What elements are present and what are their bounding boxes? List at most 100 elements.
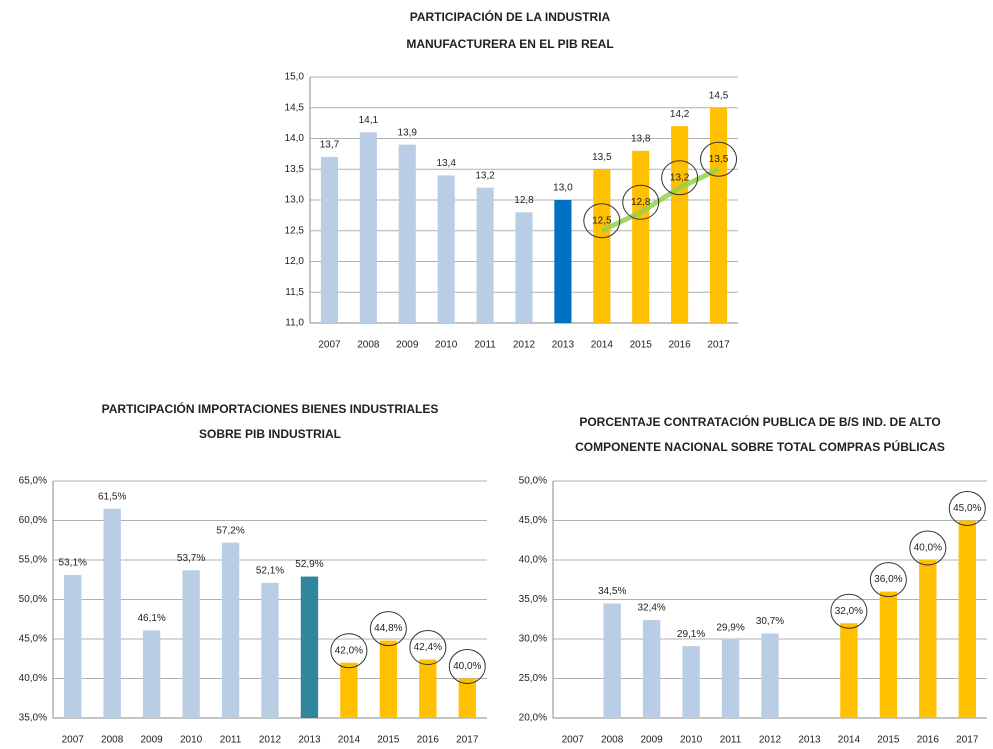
x-tick-label: 2014 (838, 735, 861, 746)
x-tick-label: 2014 (338, 735, 361, 746)
label-circle (409, 630, 447, 666)
data-label: 34,5% (598, 586, 626, 597)
x-tick-label: 2012 (759, 735, 782, 746)
x-tick-label: 2009 (396, 340, 419, 351)
x-tick-label: 2010 (435, 340, 458, 351)
x-tick-label: 2016 (917, 735, 940, 746)
x-tick-label: 2017 (456, 735, 479, 746)
bar (300, 576, 319, 718)
data-label: 53,1% (59, 558, 87, 569)
x-tick-label: 2011 (720, 735, 742, 746)
x-tick-label: 2007 (562, 735, 585, 746)
bar (340, 662, 358, 718)
chart-title: MANUFACTURERA EN EL PIB REAL (406, 37, 613, 51)
data-label: 13,7 (320, 140, 340, 151)
bar (554, 200, 572, 323)
data-label: 14,5 (709, 90, 729, 101)
data-label: 57,2% (216, 525, 244, 536)
y-tick-label: 13,5 (285, 164, 305, 175)
label-circle (830, 593, 868, 629)
x-tick-label: 2013 (552, 340, 575, 351)
data-label: 13,2 (475, 170, 495, 181)
bar (458, 678, 476, 718)
y-tick-label: 30,0% (519, 634, 547, 645)
x-tick-label: 2007 (62, 735, 85, 746)
bar (437, 175, 455, 323)
x-tick-label: 2008 (357, 340, 380, 351)
bar (64, 575, 82, 718)
y-tick-label: 14,0 (285, 133, 305, 144)
data-label: 14,2 (670, 109, 690, 120)
label-circle (330, 633, 368, 669)
bar (632, 150, 650, 323)
data-label: 52,1% (256, 566, 284, 577)
chart-title: COMPONENTE NACIONAL SOBRE TOTAL COMPRAS … (575, 439, 945, 454)
bar (642, 620, 661, 718)
y-tick-label: 40,0% (519, 555, 547, 566)
y-tick-label: 11,0 (285, 318, 304, 329)
data-label: 13,5 (592, 152, 612, 163)
bar (359, 132, 377, 323)
y-tick-label: 55,0% (19, 555, 47, 566)
data-label: 13,4 (436, 158, 456, 169)
data-label: 44,8% (374, 623, 402, 634)
y-tick-label: 60,0% (19, 515, 47, 526)
y-tick-label: 11,5 (285, 287, 304, 298)
bar (879, 591, 898, 718)
x-tick-label: 2015 (630, 340, 653, 351)
bar (761, 633, 779, 718)
label-circle (909, 530, 947, 566)
data-label: 13,5 (709, 154, 729, 165)
bar (320, 156, 339, 323)
data-label: 53,7% (177, 553, 205, 564)
data-label: 30,7% (756, 616, 784, 627)
chart-title: SOBRE PIB INDUSTRIAL (199, 427, 341, 441)
bar (221, 542, 240, 718)
x-tick-label: 2015 (377, 735, 400, 746)
y-tick-label: 35,0% (519, 594, 547, 605)
label-circle (869, 562, 907, 598)
data-label: 12,5 (592, 215, 612, 226)
bar (261, 582, 279, 718)
data-label: 32,0% (835, 606, 863, 617)
chart-title: PARTICIPACIÓN IMPORTACIONES BIENES INDUS… (102, 401, 439, 416)
chart-title: PARTICIPACIÓN DE LA INDUSTRIA (410, 9, 611, 24)
y-tick-label: 13,0 (285, 195, 305, 206)
y-tick-label: 50,0% (19, 594, 47, 605)
label-circle (948, 491, 986, 526)
data-label: 40,0% (453, 661, 481, 672)
label-circle (661, 160, 699, 196)
x-tick-label: 2011 (474, 340, 496, 351)
x-tick-label: 2008 (101, 735, 124, 746)
bar (379, 640, 398, 718)
chart-title: PORCENTAJE CONTRATACIÓN PUBLICA DE B/S I… (579, 414, 940, 429)
y-tick-label: 14,5 (285, 102, 305, 113)
data-label: 52,9% (295, 559, 323, 570)
data-label: 36,0% (874, 574, 902, 585)
bar (103, 508, 121, 718)
y-tick-label: 45,0% (519, 515, 547, 526)
bar (919, 560, 937, 718)
bar (682, 646, 700, 718)
y-tick-label: 12,5 (285, 225, 305, 236)
data-label: 42,0% (335, 645, 363, 656)
y-tick-label: 25,0% (519, 673, 547, 684)
y-tick-label: 40,0% (19, 673, 47, 684)
bar (182, 570, 200, 718)
label-circle (622, 184, 660, 220)
x-tick-label: 2013 (798, 735, 821, 746)
x-tick-label: 2009 (141, 735, 164, 746)
data-label: 12,8 (514, 195, 534, 206)
y-tick-label: 50,0% (519, 476, 547, 487)
label-circle (448, 649, 486, 684)
x-tick-label: 2012 (259, 735, 282, 746)
x-tick-label: 2014 (591, 340, 614, 351)
bar (603, 603, 621, 718)
data-label: 45,0% (953, 503, 981, 514)
bar (721, 639, 740, 718)
bar (142, 630, 161, 718)
line (600, 166, 720, 234)
data-label: 13,8 (631, 133, 651, 144)
label-circle (700, 141, 738, 177)
